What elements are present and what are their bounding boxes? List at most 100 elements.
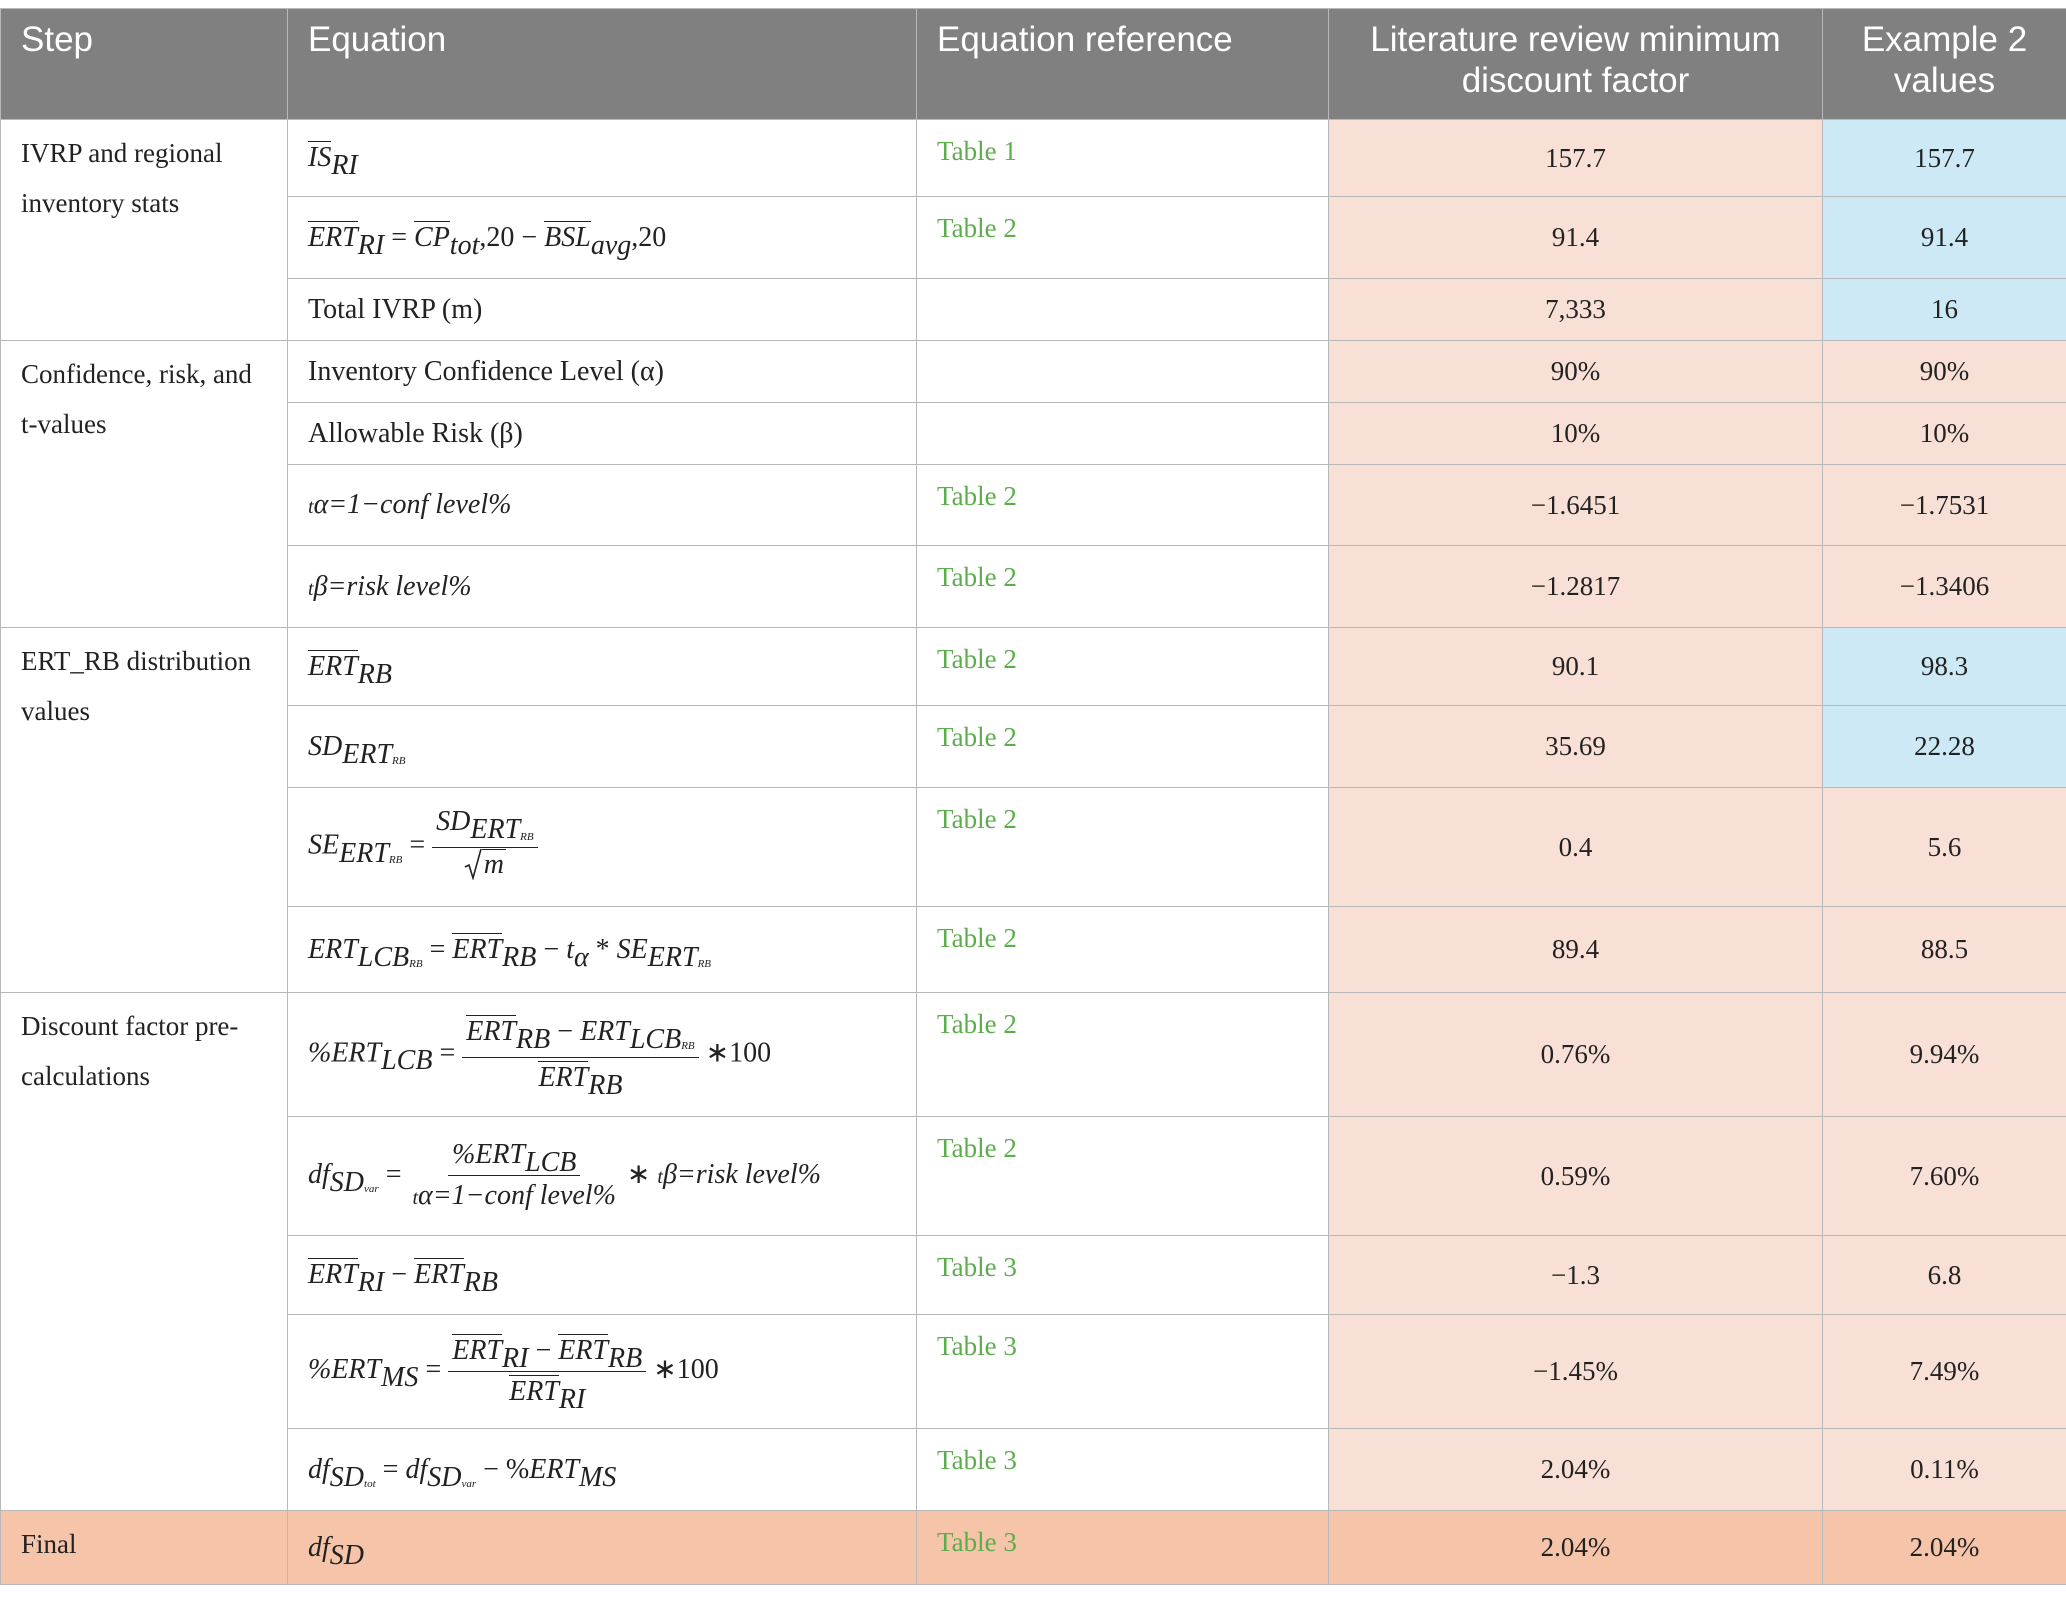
- example-value: 7.60%: [1822, 1116, 2066, 1236]
- step-cell: IVRP and regional inventory stats: [0, 119, 288, 341]
- math-text: SD: [436, 806, 471, 837]
- math-r: Inventory Confidence Level (α): [308, 355, 664, 387]
- math-sm: t: [308, 496, 314, 518]
- literature-value: 2.04%: [1328, 1510, 1823, 1585]
- denominator: m: [460, 848, 510, 892]
- math-tiny: RB: [681, 1040, 695, 1053]
- math-text: %ERT: [308, 1036, 382, 1068]
- step-cell: ERT_RB distribution values: [0, 627, 288, 993]
- denominator: ERTRB: [534, 1058, 626, 1101]
- header-cell: Equation reference: [916, 8, 1329, 120]
- denominator: ERTRI: [505, 1372, 589, 1416]
- math-sub: RB: [463, 1267, 499, 1299]
- math-sub: RI: [558, 1384, 586, 1416]
- math-r: =: [402, 829, 433, 861]
- equation-cell: SDERTRB: [287, 705, 917, 788]
- math-r: ,20: [631, 221, 667, 253]
- literature-value: 10%: [1328, 402, 1823, 465]
- table-row: tβ=risk level% Table 2 −1.2817 −1.3406: [1, 545, 2066, 628]
- example-value: 90%: [1822, 340, 2066, 403]
- equation-cell: dfSDtot = dfSDvar − %ERTMS: [287, 1428, 917, 1511]
- example-value: 9.94%: [1822, 992, 2066, 1117]
- equation-cell: SE ERT RB = SDERTRB m: [287, 787, 917, 907]
- header-cell: Literature review minimum discount facto…: [1328, 8, 1823, 120]
- math-sub: tot: [449, 229, 480, 261]
- table-row: ERTLCBRB = ERTRB − tα * SEERTRB Table 2 89…: [1, 906, 2066, 993]
- step-cell: Confidence, risk, and t-values: [0, 340, 288, 628]
- table-row: Final dfSD Table 3 2.04% 2.04%: [0, 1510, 2066, 1585]
- literature-value: −1.6451: [1328, 464, 1823, 546]
- math-text: SE: [308, 829, 340, 861]
- math-r: ,20 −: [479, 221, 545, 253]
- numerator: ERTRI − ERTRB: [448, 1331, 647, 1375]
- math-tiny: RB: [392, 755, 406, 768]
- math-sub: RI: [357, 229, 385, 261]
- header-cell: Example 2 values: [1822, 8, 2066, 120]
- math-ov: ERT: [538, 1060, 589, 1093]
- math-text: ERT: [580, 1015, 630, 1047]
- literature-value: 157.7: [1328, 119, 1823, 197]
- example-value: 0.11%: [1822, 1428, 2066, 1511]
- math-tiny: tot: [364, 1478, 376, 1491]
- example-value: 16: [1822, 278, 2066, 341]
- equation-cell: Total IVRP (m): [287, 278, 917, 341]
- math-ov: IS: [308, 141, 332, 173]
- example-value: 98.3: [1822, 627, 2066, 706]
- numerator: SDERTRB: [432, 802, 538, 848]
- equation-cell: %ERTMS = ERTRI − ERTRB ERTRI ∗100: [287, 1314, 917, 1429]
- math-r: Allowable Risk (β): [308, 417, 523, 449]
- literature-value: 7,333: [1328, 278, 1823, 341]
- math-text: df: [308, 1531, 330, 1563]
- math-sub: RI: [502, 1343, 529, 1375]
- equation-cell: tα=1−conf level%: [287, 464, 917, 546]
- math-text: α=1−conf level%: [313, 489, 512, 520]
- literature-value: 90.1: [1328, 627, 1823, 706]
- table-row: dfSDtot = dfSDvar − %ERTMS Table 3 2.04% 0.…: [1, 1428, 2066, 1511]
- equation-cell: %ERTLCB = ERTRB − ERTLCBRB ERTRB ∗100: [287, 992, 917, 1117]
- math-sub: MS: [381, 1362, 419, 1394]
- math-ov: ERT: [558, 1334, 609, 1366]
- math-sm: t: [412, 1186, 419, 1209]
- equation-cell: ERTRB: [287, 627, 917, 706]
- math-ov: ERT: [308, 1258, 358, 1290]
- math-sub: RB: [516, 1023, 551, 1055]
- reference-cell: Table 3: [916, 1510, 1329, 1585]
- table-row: Discount factor pre-calculations %ERTLCB …: [0, 992, 2066, 1511]
- table-row: IVRP and regional inventory stats ISRI Tab…: [0, 119, 2066, 341]
- math-tiny: RB: [697, 958, 712, 971]
- equation-cell: dfSDvar = %ERTLCB tα=1−conf level% ∗ tβ=r…: [287, 1116, 917, 1236]
- math-sub: ERT: [342, 738, 393, 770]
- equation-cell: ERTRI − ERTRB: [287, 1235, 917, 1315]
- table-row: tα=1−conf level% Table 2 −1.6451 −1.7531: [1, 464, 2066, 546]
- table-row: ERTRI = CPtot,20 − BSLavg,20 Table 2 91.4 9…: [1, 196, 2066, 279]
- math-r: −: [550, 1015, 581, 1047]
- math-ov: BSL: [544, 220, 591, 253]
- math-sub: LCB: [357, 941, 410, 973]
- math-sub: ERT: [470, 814, 521, 846]
- literature-value: 90%: [1328, 340, 1823, 403]
- example-value: −1.7531: [1822, 464, 2066, 546]
- reference-cell: [916, 340, 1329, 403]
- equation-cell: ISRI: [287, 119, 917, 197]
- math-r: =: [432, 1036, 463, 1068]
- math-text: SD: [308, 730, 343, 762]
- reference-cell: Table 2: [916, 1116, 1329, 1236]
- math-sm: t: [308, 577, 314, 600]
- literature-value: 0.59%: [1328, 1116, 1823, 1236]
- equation-cell: Allowable Risk (β): [287, 402, 917, 465]
- math-text: SE: [616, 933, 648, 965]
- math-tiny: RB: [388, 854, 403, 867]
- math-r: −: [384, 1259, 415, 1290]
- equation-cell: Inventory Confidence Level (α): [287, 340, 917, 403]
- math-sub: RB: [588, 1069, 623, 1101]
- table-row: ERT_RB distribution values ERTRB Table 2 90…: [0, 627, 2066, 993]
- math-text: ERT: [529, 1453, 580, 1485]
- math-sub: SD: [329, 1461, 365, 1493]
- math-sm: t: [657, 1165, 663, 1188]
- math-sub: ERT: [647, 941, 698, 973]
- literature-value: −1.45%: [1328, 1314, 1823, 1429]
- equation-cell: tβ=risk level%: [287, 545, 917, 628]
- math-r: *: [588, 933, 617, 965]
- reference-cell: Table 2: [916, 464, 1329, 546]
